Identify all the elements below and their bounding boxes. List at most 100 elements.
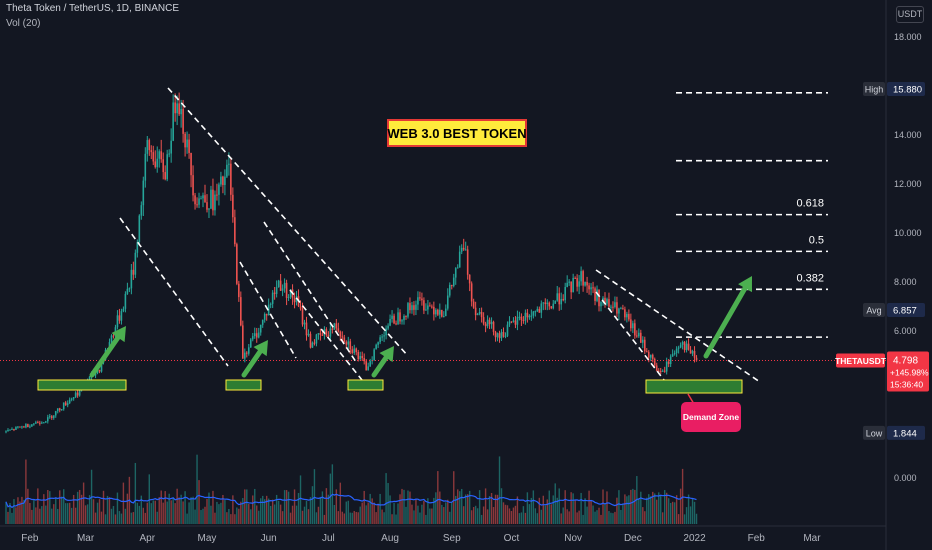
candle-body	[689, 349, 692, 354]
volume-bar	[275, 494, 278, 524]
volume-bar	[281, 511, 284, 524]
candle-body	[454, 268, 457, 278]
candle-body	[331, 328, 334, 330]
candle-body	[486, 319, 489, 327]
volume-bar	[671, 501, 674, 524]
volume-bar	[188, 502, 190, 524]
candle-body	[212, 189, 214, 211]
volume-bar	[588, 490, 590, 524]
candle-body	[647, 351, 650, 358]
candle-body	[122, 308, 125, 312]
volume-bar	[369, 493, 371, 524]
volume-bar	[130, 512, 133, 524]
volume-bar	[463, 506, 465, 524]
volume-bar	[15, 507, 17, 524]
time-tick-label: Jul	[322, 533, 335, 544]
candle-body	[389, 318, 391, 326]
candle-body	[590, 287, 592, 290]
volume-bar	[407, 490, 409, 524]
candle-body	[309, 333, 312, 348]
candle-body	[281, 288, 284, 291]
candle-body	[60, 409, 63, 411]
candle-body	[399, 312, 401, 322]
candle-body	[68, 399, 71, 404]
candle-body	[27, 424, 29, 428]
volume-bar	[622, 503, 624, 524]
volume-bar	[19, 501, 21, 524]
candle-body	[196, 204, 198, 206]
volume-bar	[449, 511, 451, 524]
candle-body	[54, 411, 57, 416]
candle-body	[100, 362, 103, 372]
volume-bar	[425, 514, 427, 524]
volume-bar	[216, 501, 218, 524]
marker-value: 15.880	[893, 84, 922, 95]
volume-bar	[25, 459, 27, 524]
candle-body	[202, 195, 204, 199]
volume-bar	[353, 511, 355, 524]
candle-body	[222, 176, 224, 186]
candle-body	[542, 302, 545, 304]
volume-bar	[55, 497, 57, 524]
demand-callout-box	[681, 402, 741, 432]
candle-body	[58, 408, 61, 411]
candle-body	[301, 308, 304, 325]
candle-body	[305, 322, 308, 336]
time-tick-label: Dec	[624, 533, 642, 544]
volume-bar	[536, 513, 539, 524]
candle-body	[347, 341, 350, 345]
candle-body	[482, 317, 485, 324]
candle-body	[632, 323, 634, 329]
volume-bar	[572, 493, 574, 524]
candle-body	[385, 328, 387, 336]
volume-bar	[397, 503, 399, 524]
candle-body	[534, 311, 537, 313]
candle-body	[675, 348, 678, 353]
volume-bar	[596, 510, 598, 524]
volume-bar	[379, 493, 381, 524]
volume-bar	[13, 499, 15, 524]
candle-body	[148, 140, 151, 151]
volume-bar	[170, 500, 172, 524]
volume-bar	[327, 494, 330, 524]
candle-body	[56, 408, 59, 412]
candle-body	[253, 333, 256, 337]
candle-body	[588, 285, 590, 290]
volume-bar	[383, 512, 385, 524]
volume-bar	[381, 509, 383, 524]
volume-bar	[437, 471, 439, 524]
candle-body	[45, 421, 47, 423]
volume-bar	[333, 504, 336, 524]
candle-body	[520, 316, 523, 321]
candle-body	[35, 422, 37, 424]
candle-body	[423, 300, 425, 311]
volume-bar	[654, 493, 656, 524]
candle-body	[554, 300, 557, 304]
volume-bar	[598, 507, 600, 524]
candle-body	[259, 324, 262, 333]
volume-bar	[168, 493, 170, 524]
currency-button[interactable]: USDT	[896, 6, 924, 23]
volume-bar	[337, 511, 340, 524]
candle-body	[192, 175, 194, 196]
candle-body	[544, 302, 547, 305]
volume-bar	[61, 496, 63, 524]
volume-bar	[198, 480, 200, 524]
volume-bar	[341, 511, 344, 524]
volume-bar	[687, 494, 690, 524]
candle-body	[198, 198, 200, 205]
candle-body	[618, 308, 620, 314]
candle-body	[37, 422, 39, 424]
candle-body	[317, 333, 320, 335]
candle-body	[339, 331, 342, 337]
volume-bar	[632, 488, 634, 524]
volume-bar	[564, 490, 566, 524]
candle-body	[506, 324, 509, 336]
volume-bar	[663, 490, 666, 524]
marker-label: High	[865, 84, 884, 94]
candle-body	[289, 289, 292, 298]
volume-bar	[184, 491, 186, 524]
candle-body	[510, 321, 513, 323]
marker-value-box	[887, 425, 925, 440]
time-tick-label: Jun	[261, 533, 277, 544]
